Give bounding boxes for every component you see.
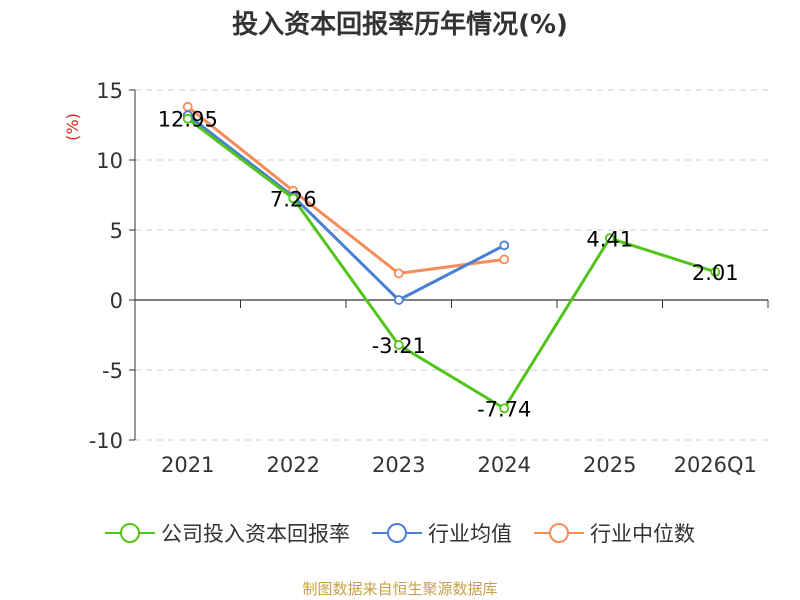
legend-label: 行业中位数	[590, 522, 695, 546]
y-axis-label: (%)	[63, 113, 82, 141]
data-point[interactable]	[393, 340, 404, 350]
data-labels: 12.95 7.26 -3.21 -7.74 4.41 2.01	[158, 108, 739, 422]
x-tick-label: 2024	[478, 453, 531, 477]
y-tick-label: 15	[96, 79, 123, 103]
legend-item-company[interactable]: 公司投入资本回报率	[105, 518, 350, 548]
x-tick-label: 2021	[161, 453, 214, 477]
data-label: 12.95	[158, 108, 218, 132]
data-label: 7.26	[270, 187, 317, 211]
legend-label: 行业均值	[428, 522, 512, 546]
x-tick-label: 2026Q1	[674, 453, 757, 477]
series-lines	[182, 101, 721, 414]
x-tick-label: 2022	[267, 453, 320, 477]
series-line-2	[186, 105, 505, 275]
y-tick-label: 5	[110, 219, 123, 243]
data-point[interactable]	[182, 113, 193, 124]
data-label: 2.01	[692, 261, 739, 285]
legend-line-icon	[372, 523, 422, 543]
series-line-0	[186, 117, 716, 410]
data-label: -7.74	[477, 397, 531, 421]
y-tick-label: 10	[96, 149, 123, 173]
data-point[interactable]	[288, 193, 299, 204]
data-point[interactable]	[499, 254, 510, 265]
axes: 15 10 5 0 -5 -10 2021 2022 2023 2024 2025 2026Q1	[89, 79, 769, 477]
chart-title: 投入资本回报率历年情况(%)	[232, 10, 568, 40]
legend-item-industry-avg[interactable]: 行业均值	[372, 518, 512, 548]
legend-line-icon	[105, 523, 155, 543]
legend-line-icon	[534, 523, 584, 543]
source-note: 制图数据来自恒生聚源数据库	[302, 580, 498, 598]
x-tick-label: 2023	[372, 453, 425, 477]
legend: 公司投入资本回报率 行业均值 行业中位数	[0, 518, 800, 548]
y-tick-label: -10	[89, 429, 123, 453]
data-point[interactable]	[393, 268, 404, 279]
series-line-1	[186, 114, 505, 302]
x-tick-label: 2025	[583, 453, 636, 477]
data-label: -3.21	[372, 334, 426, 358]
legend-label: 公司投入资本回报率	[161, 522, 350, 546]
data-point[interactable]	[499, 403, 510, 414]
data-point[interactable]	[499, 240, 510, 251]
data-label: 4.41	[586, 227, 633, 251]
data-point[interactable]	[604, 233, 615, 244]
legend-item-industry-median[interactable]: 行业中位数	[534, 518, 695, 548]
y-tick-label: 0	[110, 289, 123, 313]
y-tick-label: -5	[102, 359, 123, 383]
data-point[interactable]	[393, 295, 404, 305]
data-point[interactable]	[710, 266, 721, 277]
